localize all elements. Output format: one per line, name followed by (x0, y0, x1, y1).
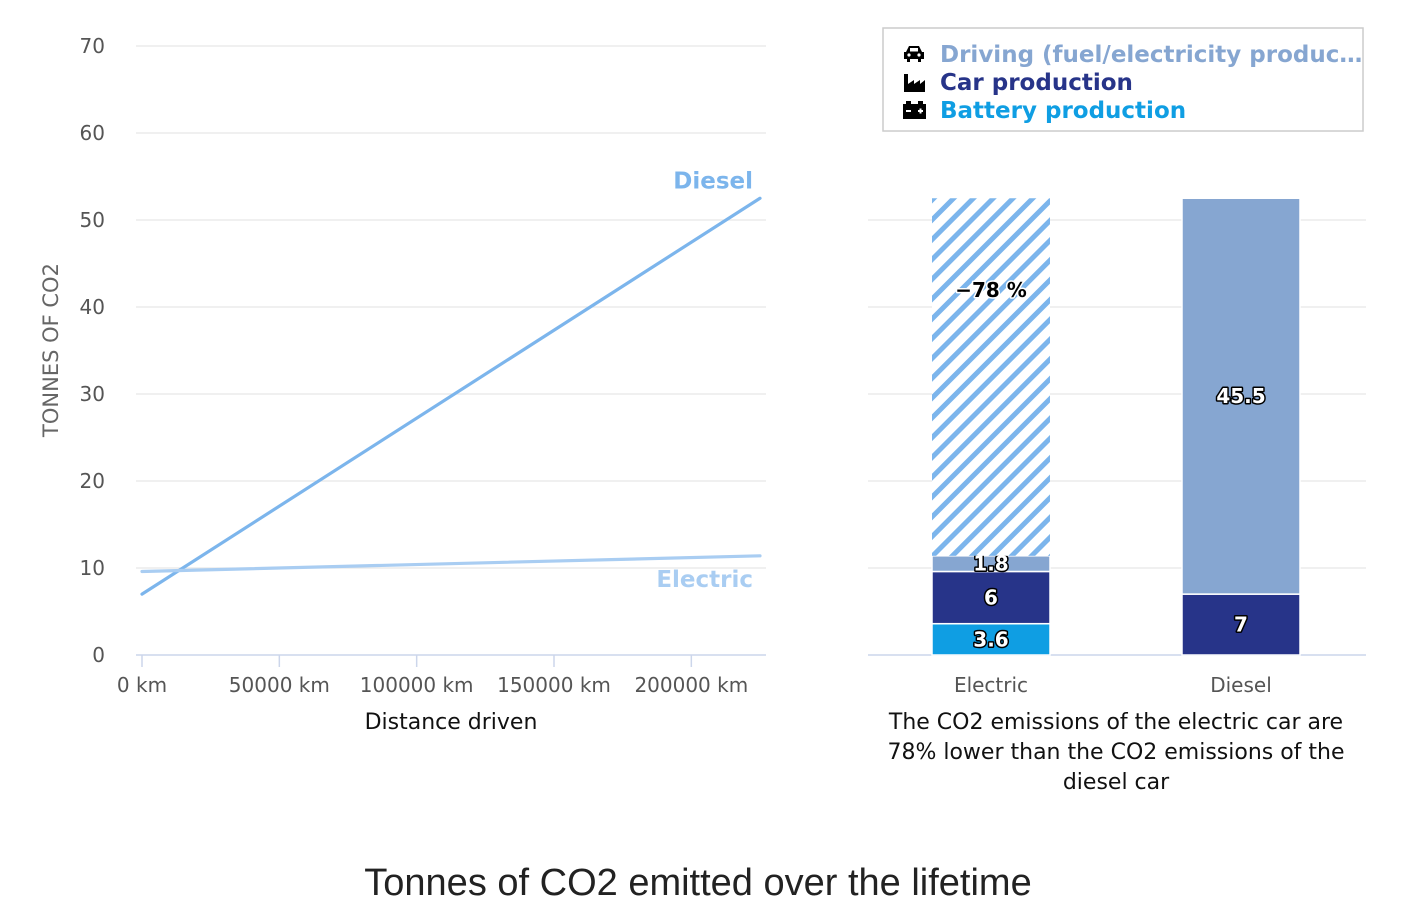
left-x-ticks: 0 km 50000 km 100000 km 150000 km 200000 km (117, 655, 748, 697)
series-label-electric: Electric (656, 567, 753, 593)
legend[interactable]: Driving (fuel/electricity produc… Car pr… (882, 27, 1364, 132)
chart-title: Tonnes of CO2 emitted over the lifetime (364, 862, 1031, 904)
left-y-tick-label: 40 (80, 295, 105, 319)
left-y-tick-label: 70 (80, 34, 105, 58)
left-x-tick-label: 50000 km (229, 673, 330, 697)
left-y-tick-label: 30 (80, 382, 105, 406)
line-series: Diesel Electric (140, 168, 762, 596)
right-x-ticks: Electric Diesel (954, 673, 1272, 697)
left-y-tick-label: 60 (80, 121, 105, 145)
series-line-diesel (140, 196, 762, 596)
left-y-tick-label: 0 (92, 643, 105, 667)
left-y-ticks: 0 10 20 30 40 50 60 70 (80, 34, 105, 667)
car-icon (904, 46, 924, 62)
left-y-tick-label: 50 (80, 208, 105, 232)
left-y-tick-label: 10 (80, 556, 105, 580)
legend-label-car-production: Car production (940, 70, 1133, 96)
series-label-diesel: Diesel (673, 168, 753, 194)
bar-segment-electric-1 (931, 570, 1051, 625)
bar-segment-electric-2 (931, 622, 1051, 656)
bar-segment-diesel-0 (1181, 197, 1301, 595)
legend-label-driving: Driving (fuel/electricity produc… (940, 42, 1362, 68)
factory-icon (904, 74, 925, 92)
data-label-electric-2: 3.6 (973, 627, 1008, 651)
legend-label-battery-production: Battery production (940, 98, 1186, 124)
left-x-tick-label: 200000 km (634, 673, 748, 697)
savings-label: −78 % (955, 278, 1027, 302)
bar-category-label: Diesel (1210, 673, 1272, 697)
caption-line: diesel car (1063, 770, 1170, 795)
battery-icon (903, 101, 926, 119)
left-x-tick-label: 100000 km (360, 673, 474, 697)
left-x-tick-label: 150000 km (497, 673, 611, 697)
bar-segment-diesel-1 (1181, 593, 1301, 656)
data-label-diesel-0: 45.5 (1216, 384, 1265, 408)
caption-line: The CO2 emissions of the electric car ar… (888, 710, 1343, 735)
legend-item-car-production[interactable]: Car production (904, 70, 1133, 96)
left-x-tick-label: 0 km (117, 673, 167, 697)
legend-item-battery-production[interactable]: Battery production (903, 98, 1186, 124)
left-y-tick-label: 20 (80, 469, 105, 493)
caption-line: 78% lower than the CO2 emissions of the (887, 740, 1344, 765)
data-label-diesel-1: 7 (1234, 613, 1248, 637)
bar-category-label: Electric (954, 673, 1028, 697)
legend-item-driving[interactable]: Driving (fuel/electricity produc… (904, 42, 1362, 68)
bar-chart: 3.661.8−78 %745.5 Electric Diesel The CO2… (868, 197, 1366, 795)
series-line-electric (140, 554, 762, 574)
legend-box (882, 27, 1364, 132)
data-label-electric-1: 6 (984, 586, 998, 610)
bar-caption: The CO2 emissions of the electric car ar… (887, 710, 1344, 795)
savings-hatch (932, 198, 1050, 556)
line-chart: 0 10 20 30 40 50 60 70 0 km 50000 km 100000 km 150… (39, 34, 766, 735)
y-axis-title: TONNES OF CO2 (39, 263, 63, 438)
stacked-bars: 3.661.8−78 %745.5 (931, 197, 1301, 656)
x-axis-title: Distance driven (365, 710, 538, 735)
